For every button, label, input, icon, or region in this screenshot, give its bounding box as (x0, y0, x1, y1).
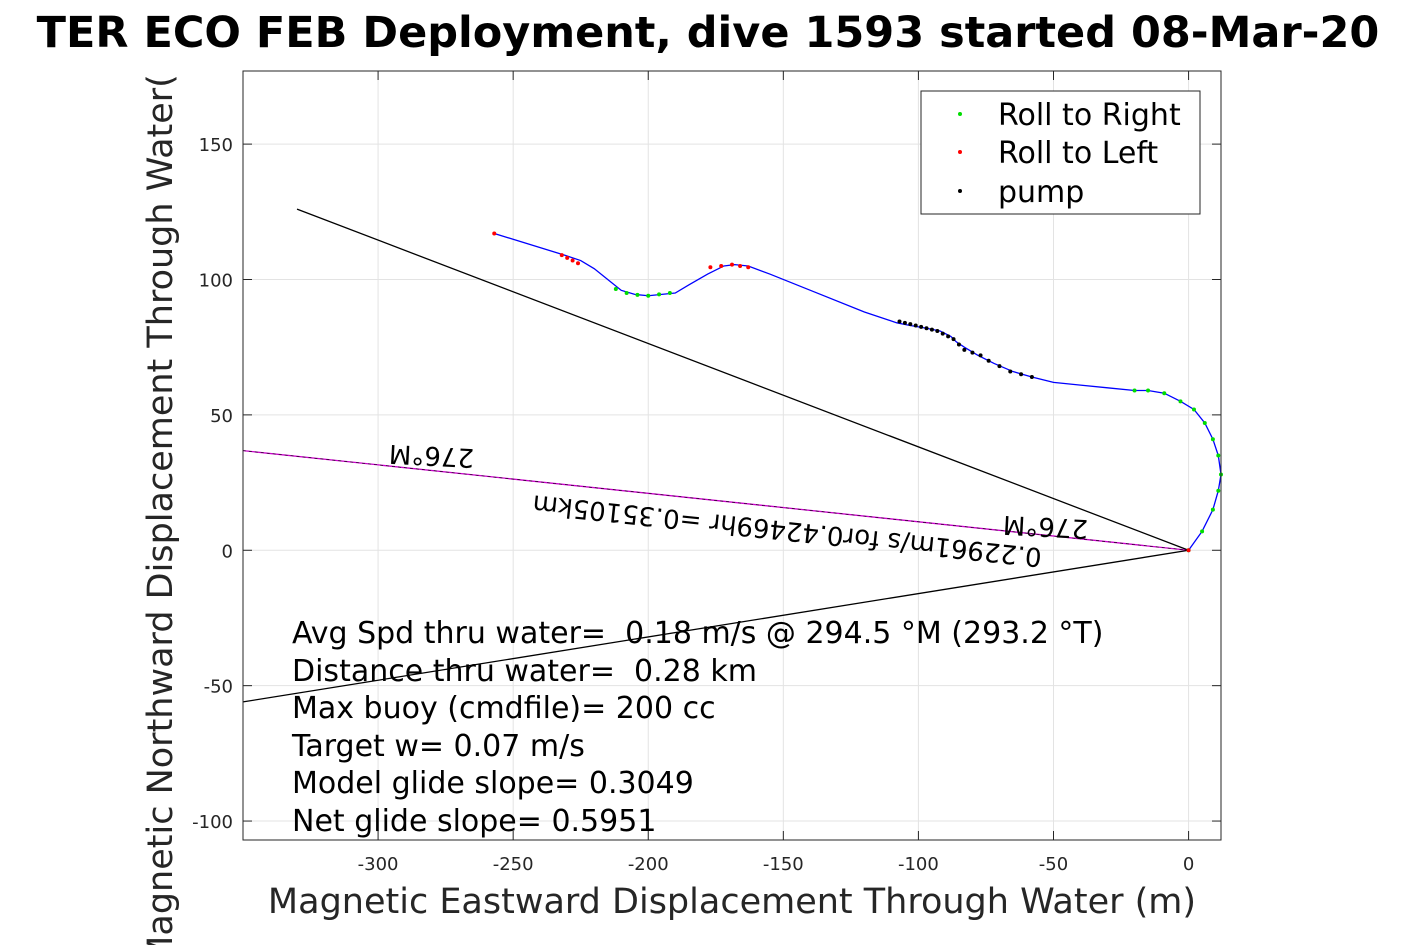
track-markers (492, 231, 1223, 553)
roll-right-point (635, 292, 640, 297)
x-tick-label: -100 (898, 854, 939, 875)
pump-point (913, 323, 918, 328)
roll-left-point (738, 263, 743, 268)
y-tick-label: 150 (199, 135, 233, 156)
track-line (494, 232, 1222, 551)
x-tick-label: 0 (1183, 854, 1194, 875)
pump-point (897, 319, 902, 324)
reference-line-overlay-0 (242, 450, 1189, 551)
current-label: 0.22961m/s for0.42469hr =0.35105km (531, 488, 1043, 571)
pump-point (986, 358, 991, 363)
roll-right-point (1146, 388, 1151, 393)
stat-model-glide-slope: Model glide slope= 0.3049 (292, 766, 694, 801)
roll-left-point (570, 258, 575, 263)
heading-label-lower: 276°M (1002, 509, 1089, 543)
pump-point (962, 347, 967, 352)
legend: Roll to Right Roll to Left pump (920, 90, 1201, 215)
pump-point (919, 324, 924, 329)
legend-marker-roll-left (958, 150, 962, 154)
y-tick-label: 0 (222, 541, 233, 562)
axis-ticks: -300 -250 -200 -150 -100 -50 0 150 100 50 0 -50 -100 (192, 71, 1221, 875)
pump-point (956, 342, 961, 347)
legend-label-roll-left: Roll to Left (998, 136, 1158, 171)
roll-left-point (708, 265, 713, 270)
pump-point (902, 320, 907, 325)
y-tick-label: -100 (192, 812, 233, 833)
legend-box (920, 90, 1201, 215)
x-tick-label: -250 (493, 854, 534, 875)
pump-point (1008, 369, 1013, 374)
reference-line-2 (242, 549, 1189, 703)
stat-target-w: Target w= 0.07 m/s (291, 729, 585, 764)
roll-right-point (624, 291, 629, 296)
roll-right-point (1216, 488, 1221, 493)
reference-line-1 (296, 208, 1189, 551)
y-tick-label: 50 (210, 406, 233, 427)
pump-point (908, 322, 913, 327)
pump-point (940, 331, 945, 336)
stat-distance: Distance thru water= 0.28 km (292, 654, 757, 689)
x-tick-label: -200 (628, 854, 669, 875)
stat-net-glide-slope: Net glide slope= 0.5951 (292, 804, 656, 839)
roll-right-point (1216, 453, 1221, 458)
roll-left-point (559, 253, 564, 258)
roll-right-point (1210, 437, 1215, 442)
heading-label-upper: 276°M (388, 438, 475, 472)
chart-title: TER ECO FEB Deployment, dive 1593 starte… (37, 8, 1380, 58)
roll-right-point (1191, 407, 1196, 412)
y-tick-label: 100 (199, 270, 233, 291)
x-tick-label: -50 (1039, 854, 1068, 875)
x-tick-label: -300 (358, 854, 399, 875)
roll-right-point (657, 292, 662, 297)
pump-point (997, 364, 1002, 369)
roll-left-point (1186, 548, 1191, 553)
y-tick-label: -50 (204, 677, 233, 698)
glider-track (494, 232, 1222, 551)
pump-point (946, 334, 951, 339)
pump-point (924, 326, 929, 331)
y-axis-label: Magnetic Northward Displacement Through … (141, 74, 181, 945)
plot-area-border (242, 70, 1222, 841)
legend-label-roll-right: Roll to Right (998, 98, 1181, 133)
roll-left-point (719, 263, 724, 268)
roll-right-point (613, 286, 618, 291)
roll-right-point (1178, 399, 1183, 404)
pump-point (1019, 372, 1024, 377)
roll-right-point (667, 291, 672, 296)
pump-point (951, 337, 956, 342)
stats-block: Avg Spd thru water= 0.18 m/s @ 294.5 °M … (291, 616, 1103, 839)
legend-marker-pump (958, 189, 962, 193)
x-axis-label: Magnetic Eastward Displacement Through W… (268, 882, 1196, 922)
roll-left-point (576, 261, 581, 266)
pump-point (978, 353, 983, 358)
stat-max-buoy: Max buoy (cmdfile)= 200 cc (292, 691, 716, 726)
pump-point (929, 327, 934, 332)
roll-right-point (1162, 391, 1167, 396)
roll-right-point (1132, 388, 1137, 393)
stat-avg-speed: Avg Spd thru water= 0.18 m/s @ 294.5 °M … (292, 616, 1103, 651)
pump-point (935, 328, 940, 333)
reference-lines (242, 208, 1189, 703)
legend-marker-roll-right (958, 112, 962, 116)
pump-point (970, 350, 975, 355)
roll-right-point (1210, 507, 1215, 512)
roll-left-point (730, 262, 734, 267)
roll-left-point (565, 255, 570, 260)
roll-left-point (492, 231, 497, 236)
roll-left-point (746, 265, 751, 270)
legend-label-pump: pump (998, 175, 1084, 210)
pump-point (1029, 374, 1034, 379)
roll-right-point (1200, 529, 1205, 534)
roll-right-point (646, 293, 651, 298)
x-tick-label: -150 (763, 854, 804, 875)
roll-right-point (1202, 421, 1207, 426)
